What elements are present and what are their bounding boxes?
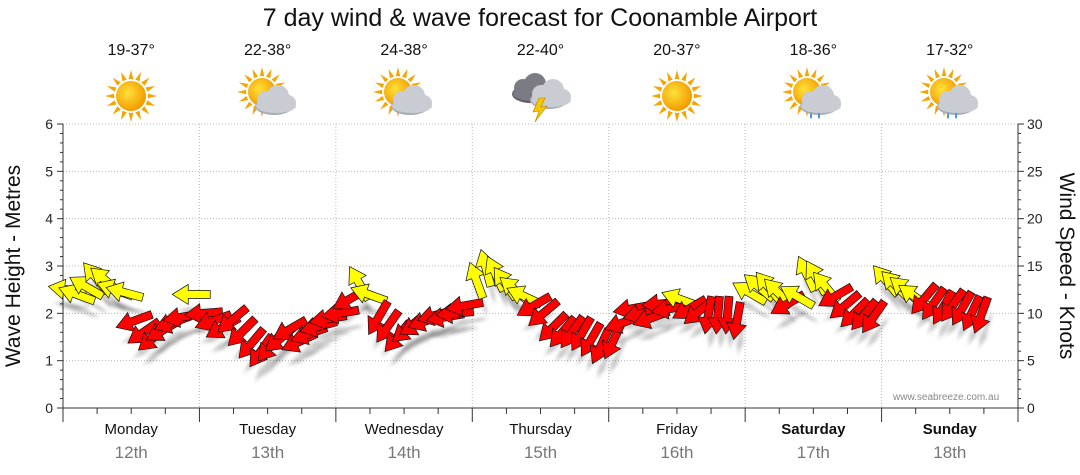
wind-arrow-light [69, 276, 106, 301]
wind-arrow-light [58, 283, 97, 306]
wind-arrow-light [105, 281, 145, 303]
arrow-shadow [287, 348, 320, 365]
wind-arrow-light [350, 283, 389, 306]
y-tick-label: 4 [45, 211, 53, 227]
y2-tick-label: 20 [1027, 211, 1043, 227]
arrow-shadow [738, 299, 769, 319]
wind-arrows [47, 248, 992, 368]
day-name: Tuesday [239, 421, 297, 438]
day-temperature: 24-38° [380, 42, 428, 59]
y-tick-label: 2 [45, 305, 53, 321]
wind-arrow-strong [115, 310, 154, 332]
wind-arrow-light [465, 261, 488, 300]
arrow-shadow [305, 336, 340, 348]
watermark: www.seabreeze.com.au [893, 392, 1000, 403]
sun-cloud-rain-icon [918, 66, 982, 126]
arrow-shadow [111, 303, 146, 315]
day-temperature: 22-38° [243, 42, 292, 59]
sun-cloud-rain-icon [781, 66, 845, 126]
wind-arrow-strong [444, 295, 484, 317]
arrow-shadow [451, 317, 486, 327]
wind-arrow-strong [367, 299, 392, 336]
wind-arrow-strong [970, 295, 992, 334]
y-tick-label: 6 [45, 116, 53, 132]
day-name: Monday [104, 421, 158, 438]
sun-cloud-icon [236, 66, 300, 126]
arrow-shadow [628, 323, 663, 335]
day-date: 16th [660, 443, 694, 462]
day-date: 17th [796, 443, 830, 462]
day-temperature: 22-40° [516, 42, 565, 59]
y2-tick-label: 10 [1027, 305, 1043, 321]
arrow-shadow [441, 325, 476, 335]
y-tick-label: 1 [45, 353, 53, 369]
arrow-shadow [878, 283, 903, 311]
day-temperature: 18-36° [789, 42, 837, 59]
y-tick-label: 5 [45, 163, 53, 179]
wind-arrow-strong [862, 298, 889, 334]
wind-arrow-light [171, 283, 211, 306]
wind-arrow-strong [227, 315, 259, 347]
day-name: Friday [656, 421, 698, 438]
arrow-shadow [657, 319, 692, 330]
y2-tick-label: 0 [1027, 400, 1035, 416]
arrow-shadow [867, 318, 889, 348]
day-name: Sunday [922, 421, 977, 438]
arrow-shadow [255, 352, 277, 382]
day-name: Wednesday [364, 421, 444, 438]
arrow-shadow [609, 341, 626, 374]
day-name: Thursday [509, 421, 572, 438]
wind-arrow-strong [726, 301, 747, 341]
y2-tick-label: 15 [1027, 258, 1043, 274]
wind-arrow-strong [580, 320, 605, 357]
wind-arrow-strong [376, 308, 403, 343]
arrow-shadow [979, 314, 993, 348]
wind-arrow-strong [183, 302, 224, 325]
arrow-shadow [422, 325, 457, 337]
y2-tick-label: 5 [1027, 353, 1035, 369]
arrow-shadow [296, 342, 330, 357]
arrow-shadow [610, 331, 644, 345]
day-date: 14th [387, 443, 421, 462]
day-temperature: 19-37° [107, 42, 155, 59]
storm-icon [509, 66, 573, 126]
y-tick-label: 3 [45, 258, 53, 274]
day-date: 15th [523, 443, 558, 462]
wind-arrow-strong [528, 297, 561, 326]
y2-tick-label: 30 [1027, 116, 1043, 132]
arrow-shadow [638, 326, 672, 340]
wind-arrow-light [779, 285, 816, 310]
wind-arrow-strong [217, 304, 250, 333]
arrow-shadow [327, 324, 362, 335]
arrow-shadow [786, 303, 817, 323]
day-date: 12th [114, 443, 148, 462]
day-name: Saturday [781, 421, 846, 438]
arrow-shadow [64, 304, 98, 318]
chart-title: 7 day wind & wave forecast for Coonamble… [262, 4, 818, 32]
y2-tick-label: 25 [1027, 163, 1043, 179]
day-date: 13th [251, 443, 285, 462]
arrow-shadow [776, 309, 808, 329]
day-temperature: 20-37° [653, 42, 701, 59]
sun-cloud-icon [372, 66, 436, 126]
wind-arrow-strong [272, 315, 309, 340]
sunny-icon [645, 66, 709, 126]
day-temperature: 17-32° [926, 42, 974, 59]
day-date: 18th [933, 443, 967, 462]
y-tick-label: 0 [45, 400, 53, 416]
sunny-icon [99, 66, 163, 126]
